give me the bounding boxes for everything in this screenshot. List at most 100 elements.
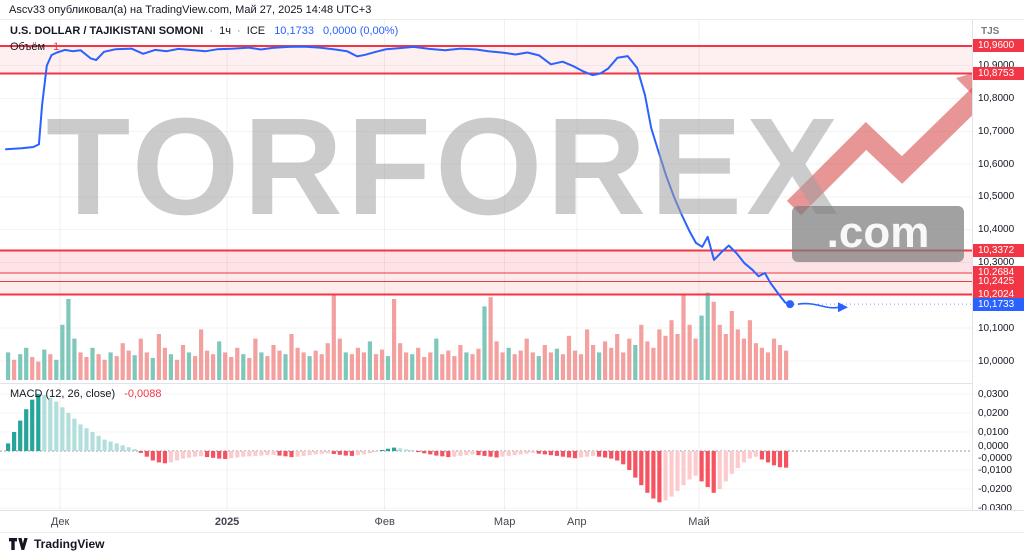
volume-bar [663,335,668,380]
macd-bar [657,451,662,503]
volume-bar [717,324,722,380]
tradingview-logo-icon[interactable] [9,537,28,551]
time-axis-label: Май [688,516,710,528]
price-tick-label: 10,4000 [978,224,1015,236]
time-axis-label: Мар [493,516,516,528]
volume-bar [524,338,529,380]
volume-bar [458,345,463,380]
macd-bar [48,397,53,451]
volume-bar [410,354,415,380]
volume-bar [223,352,228,380]
macd-bar [404,449,409,451]
macd-bar [289,451,294,458]
macd-bar [78,424,83,451]
macd-bar [548,451,553,456]
volume-bar [144,352,149,380]
volume-bar [150,357,155,380]
macd-bar [651,451,656,499]
volume-bar [48,354,53,380]
volume-bar [367,341,372,380]
volume-bar [699,315,704,380]
volume-series [6,292,789,380]
macd-bar [747,451,752,459]
macd-pane-canvas[interactable] [0,383,972,511]
exchange: ICE [246,25,266,37]
volume-bar [470,354,475,380]
volume-bar [156,334,161,380]
macd-indicator-label[interactable]: MACD (12, 26, close) [10,388,116,400]
macd-bar [434,451,439,456]
price-pane-canvas[interactable] [0,20,972,383]
macd-bar [554,451,559,456]
volume-bar [162,347,167,380]
macd-bar [313,451,318,455]
macd-bar [572,451,578,459]
symbol-name[interactable]: U.S. DOLLAR / TAJIKISTANI SOMONI [10,25,204,37]
volume-bar [54,359,59,380]
macd-bar [476,451,481,456]
volume-bar [398,343,403,380]
volume-bar [138,338,143,380]
macd-bar [271,451,276,455]
level-price-badge: 10,3372 [973,243,1024,257]
volume-bar [578,354,584,380]
volume-bar [235,347,240,380]
macd-bar [325,451,330,454]
legend-separator: · [209,25,214,37]
volume-bar [180,345,186,380]
macd-indicator-legend: MACD (12, 26, close) -0,0088 [10,388,162,400]
volume-bar [355,347,360,380]
level-price-badge: 10,2425 [973,274,1024,288]
volume-bar [440,354,445,380]
macd-bar [398,448,403,451]
price-tick-label: 10,3000 [978,257,1015,269]
volume-bar [771,338,777,380]
volume-bar [476,348,481,380]
price-scale[interactable]: TJS 10,9000 10,8000 10,7000 10,6000 10,5000 1… [972,20,1024,514]
volume-bar [72,338,77,380]
volume-bar [452,356,457,380]
macd-bar [235,451,240,458]
macd-bar [470,451,475,455]
volume-bar [277,350,282,380]
trend-arrow-annotation [797,302,840,309]
time-axis-label: Дек [50,516,70,528]
resistance-zone [0,272,972,282]
volume-bar [42,349,47,380]
volume-bar [741,338,746,380]
volume-bar [633,345,638,380]
volume-bar [337,338,342,380]
macd-bar [72,418,77,451]
macd-tick-label: -0,0300 [978,502,1012,514]
macd-bar [349,451,354,456]
last-price-value: 10,1733 [274,25,314,37]
volume-bar [494,341,499,380]
macd-bar [639,451,644,486]
macd-bar [627,451,632,470]
price-line-series [5,45,791,306]
macd-bar [675,451,680,491]
timeframe[interactable]: 1ч [219,25,231,37]
volume-bar [295,347,300,380]
volume-bar [482,306,487,380]
macd-bar [319,451,324,454]
macd-bar [373,451,379,453]
price-tick-label: 10,5000 [978,191,1015,203]
macd-bar [530,451,535,453]
macd-bar [6,443,11,451]
macd-bar [331,451,336,454]
macd-bar [669,451,674,497]
macd-bar [174,451,180,461]
volume-bar [307,356,312,380]
volume-bar [78,352,83,380]
macd-bar [488,451,493,457]
level-price-badge: 10,9600 [973,39,1024,53]
volume-bar [434,338,439,380]
tradingview-brand-text[interactable]: TradingView [34,537,105,551]
volume-indicator-label[interactable]: Объём [10,41,46,53]
macd-bar [560,451,565,457]
volume-bar [657,329,662,380]
time-axis[interactable]: Дек 2025 Фев Мар Апр Май [0,510,1024,533]
macd-bar [355,451,360,456]
volume-bar [313,350,318,380]
